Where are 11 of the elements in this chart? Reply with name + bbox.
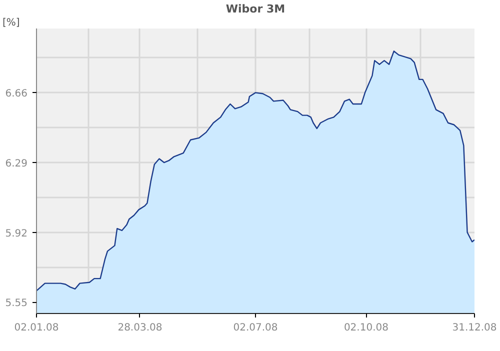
chart-title: Wibor 3M [226,2,286,16]
x-tick-label: 02.01.08 [14,322,59,334]
x-tick-label: 02.10.08 [344,322,388,334]
x-tick-label: 28.03.08 [118,322,162,334]
x-tick-label: 31.12.08 [452,322,497,334]
x-tick-label: 02.07.08 [233,322,278,334]
y-tick-label: 6.66 [5,88,28,100]
y-axis-title: [%] [2,18,20,28]
y-tick-label: 5.92 [5,228,28,240]
y-tick-label: 5.55 [5,298,28,310]
y-tick-label: 6.29 [5,158,28,170]
